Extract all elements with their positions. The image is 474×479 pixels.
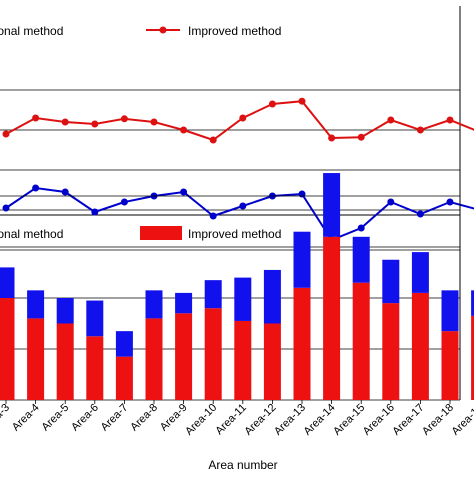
- point-improved-method-area-18: [447, 117, 454, 124]
- x-tick-label: Area-19: [450, 402, 474, 438]
- x-tick-label: Area-15: [331, 402, 367, 438]
- top-legend-conventional-label: Conventional method: [0, 24, 63, 38]
- top-series-lines: [3, 98, 474, 244]
- x-tick-label: Area-6: [69, 402, 101, 434]
- x-tick-label: Area-5: [39, 402, 71, 434]
- x-tick-label: Area-17: [390, 402, 426, 438]
- point-conventional-method-area-10: [210, 213, 217, 220]
- point-improved-method-area-7: [121, 115, 128, 122]
- point-improved-method-area-10: [210, 137, 217, 144]
- bar-conventional-area-17: [412, 252, 429, 293]
- point-conventional-method-area-7: [121, 199, 128, 206]
- point-conventional-method-area-18: [447, 199, 454, 206]
- top-legend: Conventional method Improved method: [0, 24, 281, 38]
- top-line-chart: Conventional method Improved method: [0, 6, 474, 250]
- x-tick-label: Area-14: [302, 402, 338, 438]
- bar-conventional-area-5: [57, 298, 74, 324]
- x-tick-label: Area-12: [242, 402, 278, 438]
- bar-conventional-area-4: [27, 290, 44, 318]
- bar-conventional-area-18: [442, 290, 459, 331]
- bar-improved-area-16: [382, 303, 399, 400]
- bottom-legend-conventional-label: Conventional method: [0, 227, 63, 241]
- bar-improved-area-10: [205, 308, 222, 400]
- bar-conventional-area-6: [86, 301, 103, 337]
- bar-improved-area-18: [442, 331, 459, 400]
- point-improved-method-area-6: [91, 121, 98, 128]
- x-tick-label: Area-13: [272, 402, 308, 438]
- bar-improved-area-11: [234, 321, 251, 400]
- bar-improved-area-6: [86, 336, 103, 400]
- series-line-improved-method: [6, 101, 474, 140]
- point-improved-method-area-3: [3, 131, 10, 138]
- point-improved-method-area-11: [239, 115, 246, 122]
- point-improved-method-area-4: [32, 115, 39, 122]
- bar-improved-area-3: [0, 298, 15, 400]
- x-tick-label: Area-4: [10, 402, 42, 434]
- point-improved-method-area-12: [269, 101, 276, 108]
- x-tick-label: Area-3: [0, 402, 12, 434]
- point-improved-method-area-5: [62, 119, 69, 126]
- point-improved-method-area-13: [299, 98, 306, 105]
- point-conventional-method-area-17: [417, 211, 424, 218]
- point-conventional-method-area-3: [3, 205, 10, 212]
- bar-conventional-area-13: [294, 232, 311, 288]
- bar-conventional-area-9: [175, 293, 192, 313]
- point-conventional-method-area-6: [91, 209, 98, 216]
- bar-improved-area-7: [116, 357, 133, 400]
- point-improved-method-area-9: [180, 127, 187, 134]
- bar-improved-area-15: [353, 283, 370, 400]
- x-tick-label: Area-7: [99, 402, 131, 434]
- bar-improved-area-13: [294, 288, 311, 400]
- bar-improved-area-12: [264, 324, 281, 401]
- bar-improved-area-4: [27, 318, 44, 400]
- point-conventional-method-area-9: [180, 189, 187, 196]
- point-conventional-method-area-11: [239, 203, 246, 210]
- bar-conventional-area-12: [264, 270, 281, 324]
- bar-improved-area-5: [57, 324, 74, 401]
- bottom-legend-improved-label: Improved method: [188, 227, 281, 241]
- bar-conventional-area-8: [146, 290, 163, 318]
- bottom-x-axis-label: Area number: [208, 458, 277, 472]
- bar-conventional-area-10: [205, 280, 222, 308]
- point-conventional-method-area-13: [299, 191, 306, 198]
- point-conventional-method-area-4: [32, 185, 39, 192]
- x-tick-label: Area-16: [361, 402, 397, 438]
- top-legend-improved-marker: [160, 27, 167, 34]
- point-improved-method-area-8: [151, 119, 158, 126]
- point-conventional-method-area-15: [358, 225, 365, 232]
- x-tick-label: Area-10: [183, 402, 219, 438]
- bar-conventional-area-15: [353, 237, 370, 283]
- point-conventional-method-area-16: [387, 199, 394, 206]
- bar-conventional-area-3: [0, 267, 15, 298]
- bar-improved-area-14: [323, 237, 340, 400]
- bar-improved-area-17: [412, 293, 429, 400]
- bottom-legend-improved-swatch: [140, 226, 182, 240]
- top-legend-improved-label: Improved method: [188, 24, 281, 38]
- point-improved-method-area-16: [387, 117, 394, 124]
- x-tick-label: Area-8: [128, 402, 160, 434]
- point-improved-method-area-14: [328, 135, 335, 142]
- bar-improved-area-8: [146, 318, 163, 400]
- bar-conventional-area-7: [116, 331, 133, 357]
- point-improved-method-area-17: [417, 127, 424, 134]
- bottom-legend: Conventional method Improved method: [0, 226, 281, 241]
- x-tick-label: Area-18: [420, 402, 456, 438]
- bar-conventional-area-11: [234, 278, 251, 321]
- bar-improved-area-9: [175, 313, 192, 400]
- bar-conventional-area-16: [382, 260, 399, 303]
- point-conventional-method-area-5: [62, 189, 69, 196]
- bar-conventional-area-14: [323, 173, 340, 237]
- point-improved-method-area-15: [358, 134, 365, 141]
